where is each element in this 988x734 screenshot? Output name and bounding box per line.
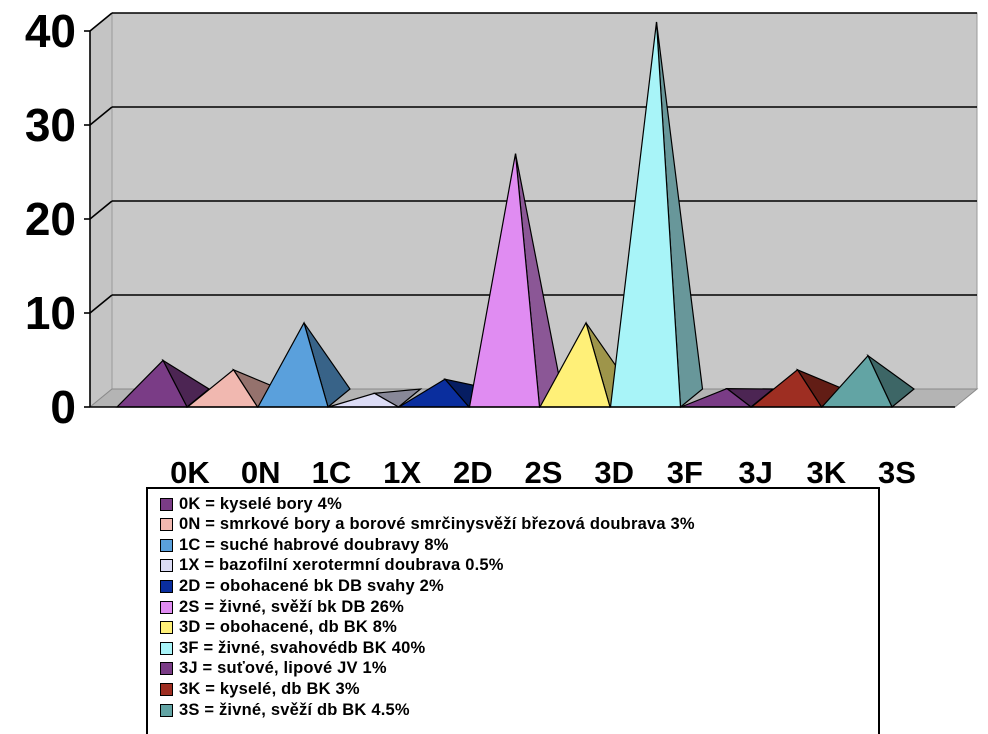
- data-marks: [115, 21, 915, 409]
- legend-item: 1C = suché habrové doubravy 8%: [160, 535, 449, 555]
- legend-swatch: [160, 538, 173, 552]
- x-axis-ticks: 0K 0N 1C 1X 2D 2S 3D 3F 3J 3K 3S: [170, 455, 916, 487]
- legend-swatch: [160, 559, 173, 573]
- legend: 0K = kyselé bory 4% 0N = smrkové bory a b…: [146, 487, 880, 734]
- pyramid-chart: 0 10 20 30 40 0K 0N 1C 1X 2D 2S 3D 3F 3J 3K 3S: [25, 5, 979, 487]
- legend-label: 0N = smrkové bory a borové smrčinysvěží …: [179, 515, 695, 534]
- gridlines: [89, 12, 977, 314]
- legend-item: 3D = obohacené, db BK 8%: [160, 618, 397, 638]
- legend-item: 2D = obohacené bk DB svahy 2%: [160, 576, 444, 596]
- legend-swatch: [160, 703, 173, 717]
- legend-swatch: [160, 579, 173, 593]
- y-tick-label: 10: [25, 287, 76, 339]
- x-tick-label: 3D: [594, 455, 634, 487]
- legend-item: 2S = živné, svěží bk DB 26%: [160, 597, 404, 617]
- x-tick-label: 3K: [806, 455, 846, 487]
- x-tick-label: 1C: [312, 455, 352, 487]
- x-tick-label: 0N: [241, 455, 281, 487]
- y-axis-ticks: 0 10 20 30 40: [25, 5, 76, 433]
- legend-item: 1X = bazofilní xerotermní doubrava 0.5%: [160, 556, 504, 576]
- legend-swatch: [160, 600, 173, 614]
- legend-label: 3D = obohacené, db BK 8%: [179, 618, 397, 637]
- gridline-diagonal: [89, 12, 113, 32]
- legend-item: 3J = suťové, lipové JV 1%: [160, 659, 387, 679]
- x-tick-label: 3F: [667, 455, 703, 487]
- gridline-diagonal: [89, 200, 113, 220]
- legend-swatch: [160, 621, 173, 635]
- y-tick-label: 0: [50, 381, 76, 433]
- legend-label: 1X = bazofilní xerotermní doubrava 0.5%: [179, 556, 504, 575]
- legend-item: 3S = živné, svěží db BK 4.5%: [160, 700, 410, 720]
- legend-swatch: [160, 497, 173, 511]
- axes: [84, 30, 955, 408]
- x-tick-label: 2D: [453, 455, 493, 487]
- legend-item: 3K = kyselé, db BK 3%: [160, 679, 360, 699]
- pyramid-3F: [609, 21, 704, 409]
- y-tick-label: 20: [25, 193, 76, 245]
- legend-label: 3J = suťové, lipové JV 1%: [179, 659, 387, 678]
- x-tick-label: 3J: [738, 455, 772, 487]
- legend-label: 3F = živné, svahovédb BK 40%: [179, 638, 426, 657]
- legend-label: 1C = suché habrové doubravy 8%: [179, 535, 449, 554]
- legend-swatch: [160, 518, 173, 532]
- legend-item: 0K = kyselé bory 4%: [160, 494, 342, 514]
- x-tick-label: 3S: [878, 455, 916, 487]
- y-tick-label: 30: [25, 99, 76, 151]
- legend-label: 3K = kyselé, db BK 3%: [179, 679, 360, 698]
- legend-swatch: [160, 682, 173, 696]
- legend-swatch: [160, 662, 173, 676]
- gridline-diagonal: [89, 106, 113, 126]
- legend-item: 0N = smrkové bory a borové smrčinysvěží …: [160, 515, 695, 535]
- legend-label: 2S = živné, svěží bk DB 26%: [179, 597, 405, 616]
- legend-swatch: [160, 641, 173, 655]
- gridline-diagonal: [89, 294, 113, 314]
- x-tick-label: 2S: [525, 455, 563, 487]
- x-tick-label: 0K: [170, 455, 210, 487]
- x-tick-label: 1X: [383, 455, 421, 487]
- pyramid-2S: [468, 153, 563, 409]
- legend-item: 3F = živné, svahovédb BK 40%: [160, 638, 425, 658]
- legend-label: 2D = obohacené bk DB svahy 2%: [179, 576, 444, 595]
- legend-label: 3S = živné, svěží db BK 4.5%: [179, 700, 410, 719]
- y-tick-label: 40: [25, 5, 76, 57]
- legend-label: 0K = kyselé bory 4%: [179, 494, 342, 513]
